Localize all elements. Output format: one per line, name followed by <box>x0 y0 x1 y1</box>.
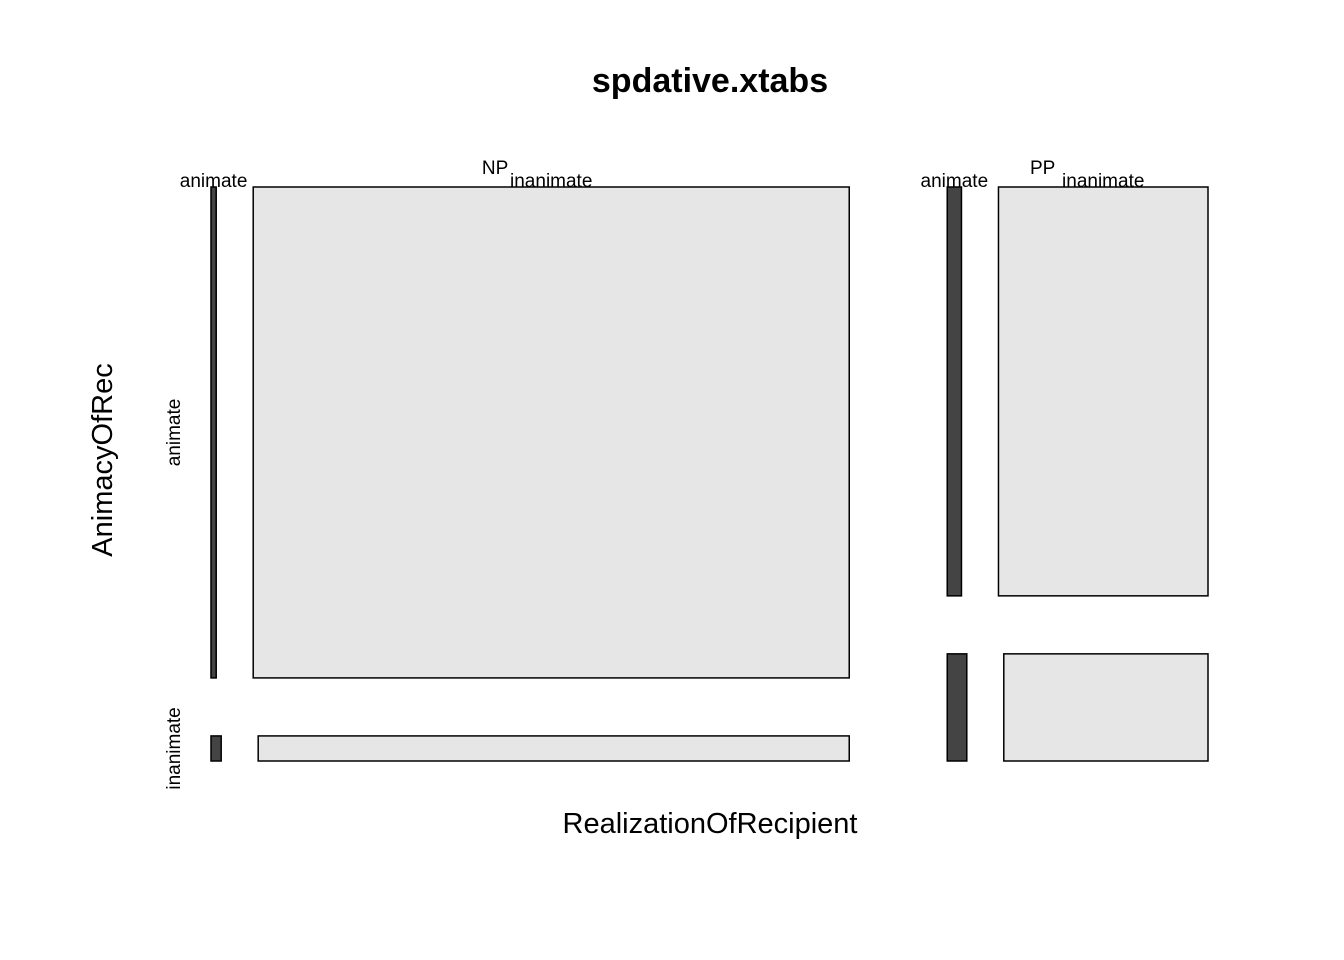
tile-np-inanimate-animate <box>210 735 222 762</box>
y-level-label-inanimate: inanimate <box>164 707 185 789</box>
x-level-label-np: NP <box>482 158 508 179</box>
z-level-label-pp-inanimate: inanimate <box>1062 171 1144 192</box>
mosaic-tiles <box>210 186 1209 762</box>
tile-np-animate-animate <box>210 186 217 679</box>
tile-pp-animate-animate <box>946 186 963 597</box>
x-level-label-pp: PP <box>1030 158 1055 179</box>
y-axis-title: AnimacyOfRec <box>87 363 119 556</box>
y-level-label-animate: animate <box>164 399 185 467</box>
tile-np-inanimate-inanimate <box>257 735 850 762</box>
mosaic-labels: NP animate inanimate animate inanimate PP anim… <box>164 158 1144 790</box>
tile-pp-inanimate-inanimate <box>1003 653 1209 762</box>
x-axis-title: RealizationOfRecipient <box>563 808 858 840</box>
chart-title: spdative.xtabs <box>592 62 828 100</box>
z-level-label-np-animate: animate <box>180 171 248 192</box>
z-level-label-np-inanimate: inanimate <box>510 171 592 192</box>
tile-np-animate-inanimate <box>252 186 850 679</box>
tile-pp-inanimate-animate <box>946 653 968 762</box>
z-level-label-pp-animate: animate <box>921 171 989 192</box>
tile-pp-animate-inanimate <box>997 186 1209 597</box>
